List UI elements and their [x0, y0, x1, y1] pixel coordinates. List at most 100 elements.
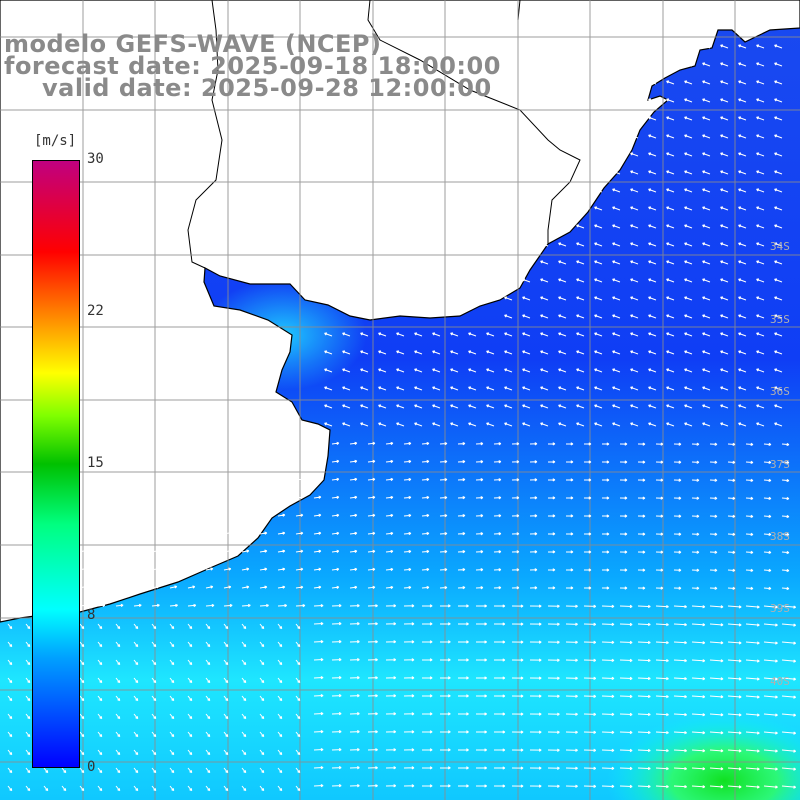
- wind-arrow: [774, 206, 783, 211]
- wind-arrow: [601, 442, 610, 446]
- wind-arrow: [313, 513, 322, 517]
- wind-arrow: [738, 224, 747, 229]
- wind-arrow: [648, 278, 657, 283]
- wind-arrow: [547, 784, 560, 788]
- wind-arrow: [727, 568, 736, 572]
- wind-arrow: [385, 567, 394, 572]
- wind-arrow: [7, 767, 13, 774]
- wind-arrow: [745, 550, 754, 555]
- wind-arrow: [475, 496, 484, 500]
- wind-arrow: [367, 531, 376, 536]
- wind-arrow: [79, 695, 85, 702]
- wind-arrow: [25, 713, 31, 720]
- wind-arrow: [630, 386, 639, 391]
- wind-arrow: [648, 80, 657, 85]
- wind-arrow: [691, 749, 706, 753]
- wind-arrow: [385, 694, 397, 698]
- wind-arrow: [673, 731, 687, 735]
- wind-arrow: [709, 460, 718, 464]
- wind-arrow: [684, 350, 693, 355]
- wind-arrow: [756, 386, 765, 391]
- wind-arrow: [540, 386, 549, 391]
- wind-arrow: [547, 532, 556, 536]
- wind-arrow: [421, 766, 433, 770]
- wind-arrow: [223, 641, 229, 648]
- wind-arrow: [385, 477, 394, 482]
- wind-arrow: [637, 514, 646, 518]
- wind-arrow: [331, 531, 340, 535]
- wind-arrow: [241, 641, 247, 648]
- wind-arrow: [565, 514, 574, 518]
- wind-arrow: [655, 460, 664, 464]
- wind-arrow: [756, 314, 765, 319]
- wind-arrow: [702, 44, 711, 49]
- wind-arrow: [43, 785, 49, 792]
- wind-arrow: [684, 116, 693, 121]
- wind-arrow: [763, 713, 778, 717]
- wind-arrow: [324, 404, 333, 409]
- wind-arrow: [133, 585, 142, 589]
- wind-arrow: [558, 206, 567, 211]
- wind-arrow: [594, 386, 603, 391]
- wind-arrow: [421, 676, 433, 680]
- wind-arrow: [493, 586, 502, 590]
- wind-arrow: [241, 785, 247, 792]
- wind-arrow: [648, 44, 657, 49]
- wind-arrow: [97, 749, 103, 756]
- wind-arrow: [414, 386, 423, 391]
- wind-arrow: [349, 567, 358, 571]
- wind-arrow: [468, 368, 477, 373]
- wind-arrow: [745, 677, 760, 681]
- wind-arrow: [655, 640, 669, 645]
- wind-arrow: [684, 332, 693, 337]
- wind-arrow: [223, 603, 233, 608]
- wind-arrow: [619, 532, 628, 536]
- wind-arrow: [223, 585, 232, 589]
- wind-arrow: [576, 350, 585, 355]
- wind-arrow: [367, 658, 378, 662]
- wind-arrow: [612, 296, 621, 301]
- wind-arrow: [457, 532, 466, 536]
- wind-arrow: [763, 785, 778, 789]
- wind-arrow: [385, 495, 394, 500]
- wind-arrow: [414, 422, 423, 427]
- wind-arrow: [169, 641, 175, 648]
- wind-arrow: [702, 314, 711, 319]
- wind-arrow: [558, 422, 567, 427]
- wind-arrow: [342, 332, 351, 337]
- wind-arrow: [630, 188, 639, 193]
- wind-arrow: [115, 659, 121, 666]
- wind-arrow: [774, 98, 783, 103]
- wind-arrow: [324, 386, 333, 391]
- wind-arrow: [385, 531, 394, 536]
- wind-arrow: [745, 695, 760, 699]
- wind-arrow: [529, 766, 542, 770]
- wind-arrow: [511, 442, 520, 446]
- wind-arrow: [756, 242, 765, 247]
- colorbar-tick-8: 8: [87, 607, 96, 623]
- wind-arrow: [79, 677, 85, 684]
- wind-arrow: [745, 478, 754, 483]
- wind-arrow: [115, 641, 121, 648]
- wind-arrow: [313, 711, 324, 716]
- wind-arrow: [655, 730, 669, 735]
- wind-arrow: [666, 404, 675, 409]
- wind-arrow: [115, 695, 121, 702]
- wind-arrow: [630, 170, 639, 175]
- wind-arrow: [277, 641, 283, 648]
- wind-arrow: [367, 549, 376, 554]
- wind-arrow: [385, 640, 397, 644]
- wind-arrow: [738, 170, 747, 175]
- wind-arrow: [187, 531, 196, 535]
- wind-arrow: [25, 603, 33, 608]
- wind-arrow: [648, 188, 657, 193]
- wind-arrow: [630, 206, 639, 211]
- wind-arrow: [367, 694, 378, 698]
- wind-arrow: [403, 766, 415, 770]
- wind-arrow: [720, 170, 729, 175]
- wind-arrow: [720, 242, 729, 247]
- wind-arrow: [295, 785, 301, 792]
- wind-arrow: [583, 676, 597, 680]
- wind-arrow: [702, 62, 711, 67]
- wind-arrow: [630, 116, 639, 121]
